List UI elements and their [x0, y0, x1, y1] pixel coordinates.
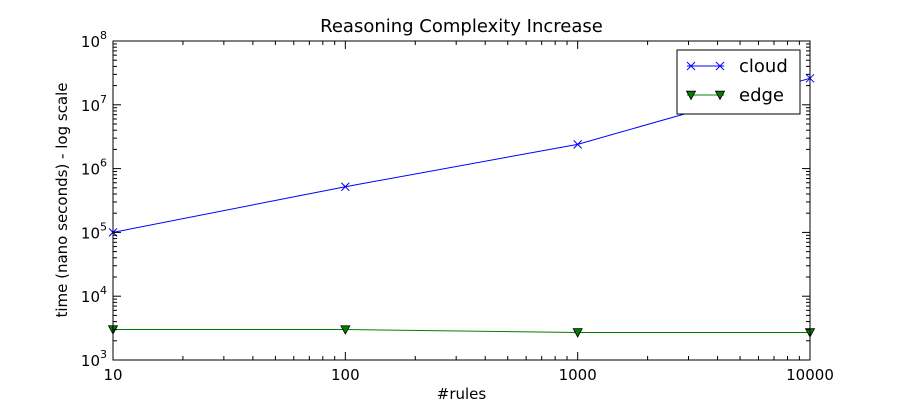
y-tick-label: 103 — [81, 348, 107, 370]
x-axis-label: #rules — [437, 385, 487, 400]
y-axis-label: time (nano seconds) - log scale — [53, 82, 71, 317]
legend-box — [676, 49, 801, 115]
legend-item-cloud: cloud — [686, 56, 788, 77]
y-tick-label: 107 — [81, 93, 107, 115]
chart-title: Reasoning Complexity Increase — [320, 16, 603, 37]
legend-item-edge: edge — [685, 85, 784, 106]
data-point — [572, 328, 583, 338]
data-point — [573, 139, 583, 149]
x-tick-label: 10000 — [786, 366, 834, 384]
legend-label: cloud — [739, 56, 788, 77]
y-tick-label: 105 — [81, 220, 107, 242]
legend: cloud edge — [676, 49, 801, 115]
data-point — [686, 61, 696, 71]
legend-label: edge — [739, 85, 784, 106]
data-point — [714, 90, 726, 101]
y-tick-label: 108 — [81, 29, 107, 51]
tick-layer: 10 100 1000 10000 103 104 105 106 107 108 — [81, 29, 834, 384]
data-point — [685, 90, 697, 101]
data-point — [715, 61, 725, 71]
data-point — [340, 182, 350, 192]
x-tick-label: 10 — [103, 366, 122, 384]
x-tick-label: 1000 — [559, 366, 597, 384]
x-tick-label: 100 — [331, 366, 360, 384]
y-tick-label: 104 — [81, 284, 107, 306]
data-point — [340, 325, 351, 335]
y-tick-label: 106 — [81, 157, 107, 179]
plot-frame — [112, 40, 811, 361]
series-line — [113, 329, 810, 333]
